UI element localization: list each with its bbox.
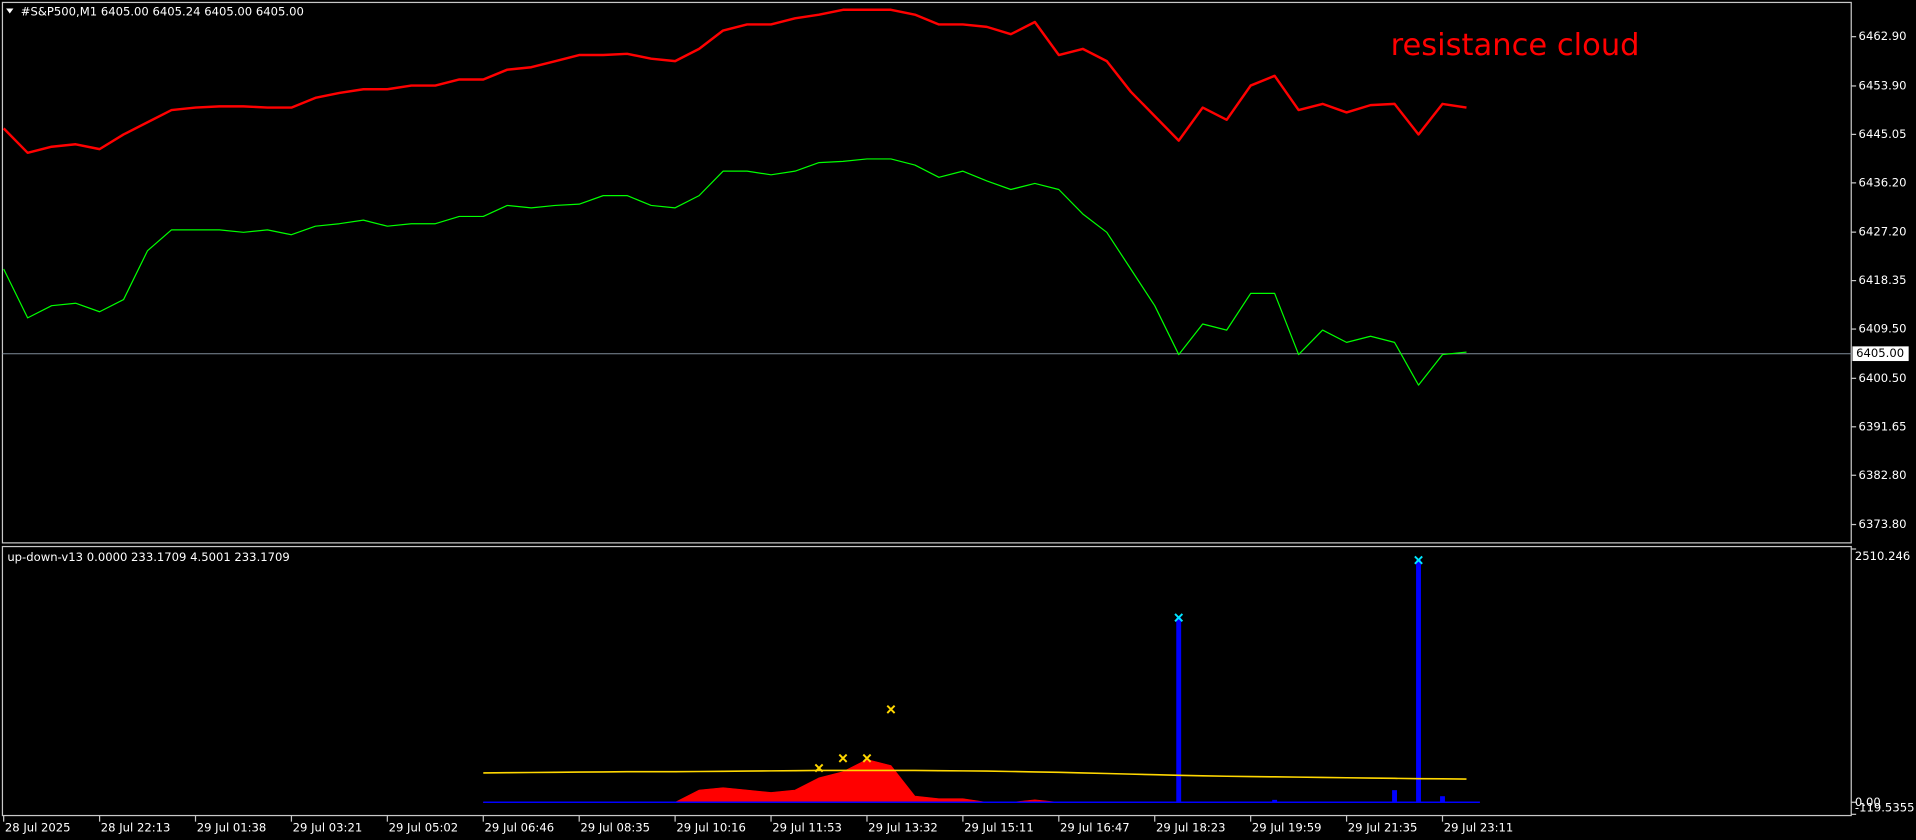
indicator-title: up-down-v13 0.0000 233.1709 4.5001 233.1… — [7, 550, 289, 564]
marker — [814, 763, 824, 773]
chart-title: #S&P500,M1 6405.00 6405.24 6405.00 6405.… — [21, 5, 304, 19]
x-tick-label: 29 Jul 01:38 — [197, 820, 267, 834]
price-label-box — [1852, 346, 1909, 362]
y-tick-label: 6453.90 — [1859, 78, 1907, 92]
x-tick-label: 29 Jul 05:02 — [389, 820, 459, 834]
y-tick-label: 6418.35 — [1859, 273, 1907, 287]
x-tick-label: 29 Jul 03:21 — [293, 820, 363, 834]
y-tick-label: 6400.50 — [1859, 371, 1907, 385]
x-tick-label: 29 Jul 08:35 — [580, 820, 650, 834]
price-label: 6405.00 — [1856, 346, 1904, 360]
menu-arrow[interactable] — [6, 8, 14, 14]
y-tick-label: -119.5355 — [1855, 801, 1915, 815]
bar — [1176, 617, 1182, 803]
x-tick-label: 29 Jul 10:16 — [676, 820, 746, 834]
y-tick-label: 0.00 — [1855, 795, 1881, 809]
marker — [838, 753, 848, 763]
marker — [862, 753, 872, 763]
indicator-panel — [1, 545, 1852, 817]
price-line-series — [2, 8, 1467, 155]
marker — [1174, 613, 1184, 622]
bar — [1392, 790, 1397, 803]
x-tick-label: 28 Jul 2025 — [5, 820, 71, 834]
signal-line — [483, 769, 1467, 780]
x-tick-label: 29 Jul 15:11 — [964, 820, 1034, 834]
x-tick-label: 29 Jul 06:46 — [484, 820, 554, 834]
price-line-series — [3, 158, 1467, 386]
x-tick-label: 29 Jul 11:53 — [772, 820, 842, 834]
y-tick-label: 6462.90 — [1859, 29, 1907, 43]
y-tick-label: 6445.05 — [1859, 127, 1907, 141]
y-tick-label: 6373.80 — [1859, 517, 1907, 531]
x-tick-label: 29 Jul 19:59 — [1252, 820, 1322, 834]
x-tick-label: 29 Jul 21:35 — [1348, 820, 1418, 834]
bar — [1416, 560, 1421, 803]
y-tick-label: 6409.50 — [1859, 322, 1907, 336]
bar — [1440, 796, 1445, 803]
x-tick-label: 29 Jul 13:32 — [868, 820, 938, 834]
x-tick-label: 29 Jul 18:23 — [1156, 820, 1226, 834]
y-tick-label: 6427.20 — [1859, 225, 1907, 239]
marker — [1414, 555, 1423, 565]
x-tick-label: 28 Jul 22:13 — [101, 820, 171, 834]
y-tick-label: 2510.246 — [1855, 549, 1910, 563]
y-tick-label: 6436.20 — [1859, 175, 1907, 189]
bar — [1272, 799, 1278, 803]
x-tick-label: 29 Jul 16:47 — [1060, 820, 1130, 834]
annotation: resistance cloud — [1391, 28, 1640, 63]
y-tick-label: 6391.65 — [1859, 419, 1907, 433]
marker — [886, 704, 896, 714]
main-panel — [1, 1, 1852, 544]
y-tick-label: 6382.80 — [1859, 468, 1907, 482]
x-tick-label: 29 Jul 23:11 — [1444, 820, 1514, 834]
